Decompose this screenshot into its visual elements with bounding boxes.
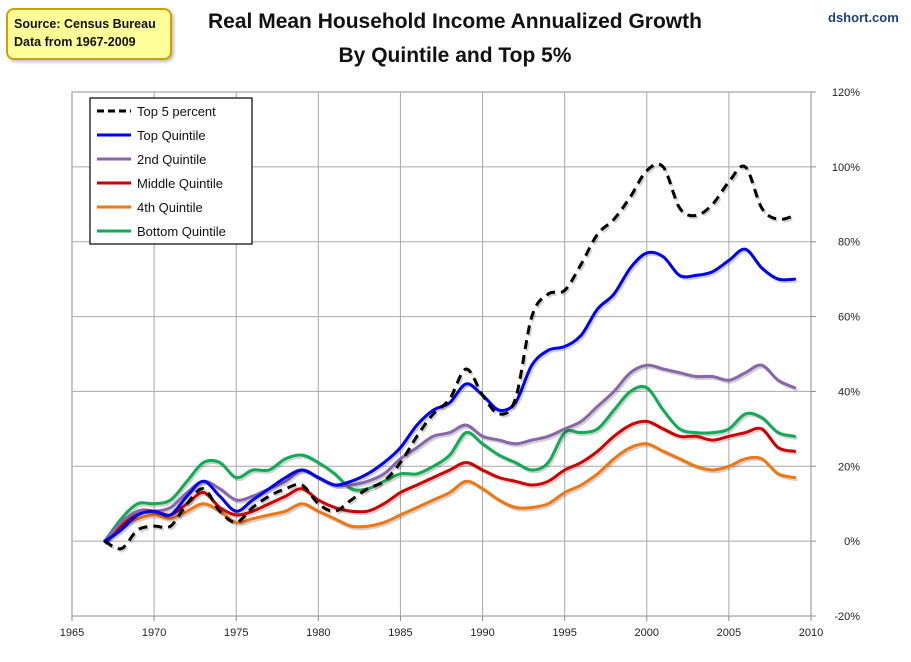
y-tick-label: -20% xyxy=(834,611,860,623)
x-tick-label: 1980 xyxy=(306,627,330,639)
series-line-top-5-percent xyxy=(104,162,796,551)
x-tick-label: 1970 xyxy=(142,627,166,639)
y-tick-label: 100% xyxy=(832,162,860,174)
legend-box xyxy=(89,97,253,245)
y-axis: -20% 0% 20% 40% 60% 80% 100% 120% xyxy=(811,87,860,623)
legend: Top 5 percent Top Quintile 2nd Quintile Mid… xyxy=(89,97,253,245)
y-tick-label: 0% xyxy=(844,536,860,548)
y-tick-label: 80% xyxy=(838,237,860,249)
legend-label-top-quintile: Top Quintile xyxy=(137,128,206,143)
legend-label-2nd-quintile: 2nd Quintile xyxy=(137,152,206,167)
data-range-line: Data from 1967-2009 xyxy=(14,35,136,49)
chart-title: Real Mean Household Income Annualized Gr… xyxy=(208,10,702,33)
x-tick-label: 1985 xyxy=(388,627,412,639)
x-tick-label: 2000 xyxy=(635,627,659,639)
x-tick-label: 2010 xyxy=(799,627,823,639)
chart-subtitle: By Quintile and Top 5% xyxy=(338,44,572,67)
series-line-bottom-quintile xyxy=(103,384,797,543)
x-tick-label: 1995 xyxy=(552,627,576,639)
legend-label-middle-quintile: Middle Quintile xyxy=(137,176,223,191)
y-tick-label: 60% xyxy=(838,312,860,324)
x-axis: 1965 1970 1975 1980 1985 1990 1995 2000 2005 2010 xyxy=(60,616,823,639)
y-tick-label: 20% xyxy=(838,461,860,473)
y-tick-label: 40% xyxy=(838,386,860,398)
legend-label-top-5-percent: Top 5 percent xyxy=(137,104,216,119)
x-tick-label: 1965 xyxy=(60,627,84,639)
series-line-top-quintile xyxy=(103,247,797,543)
x-tick-label: 1975 xyxy=(224,627,248,639)
y-tick-label: 120% xyxy=(832,87,860,99)
series-line-2nd-quintile xyxy=(103,363,797,543)
x-tick-label: 1990 xyxy=(470,627,494,639)
series-lines xyxy=(103,162,798,553)
site-credit: dshort.com xyxy=(828,10,899,25)
legend-label-4th-quintile: 4th Quintile xyxy=(137,200,203,215)
x-tick-label: 2005 xyxy=(717,627,741,639)
source-line: Source: Census Bureau xyxy=(14,17,156,31)
source-note: Source: Census Bureau Data from 1967-200… xyxy=(6,8,172,60)
series-line-middle-quintile xyxy=(103,419,797,543)
legend-label-bottom-quintile: Bottom Quintile xyxy=(137,224,226,239)
